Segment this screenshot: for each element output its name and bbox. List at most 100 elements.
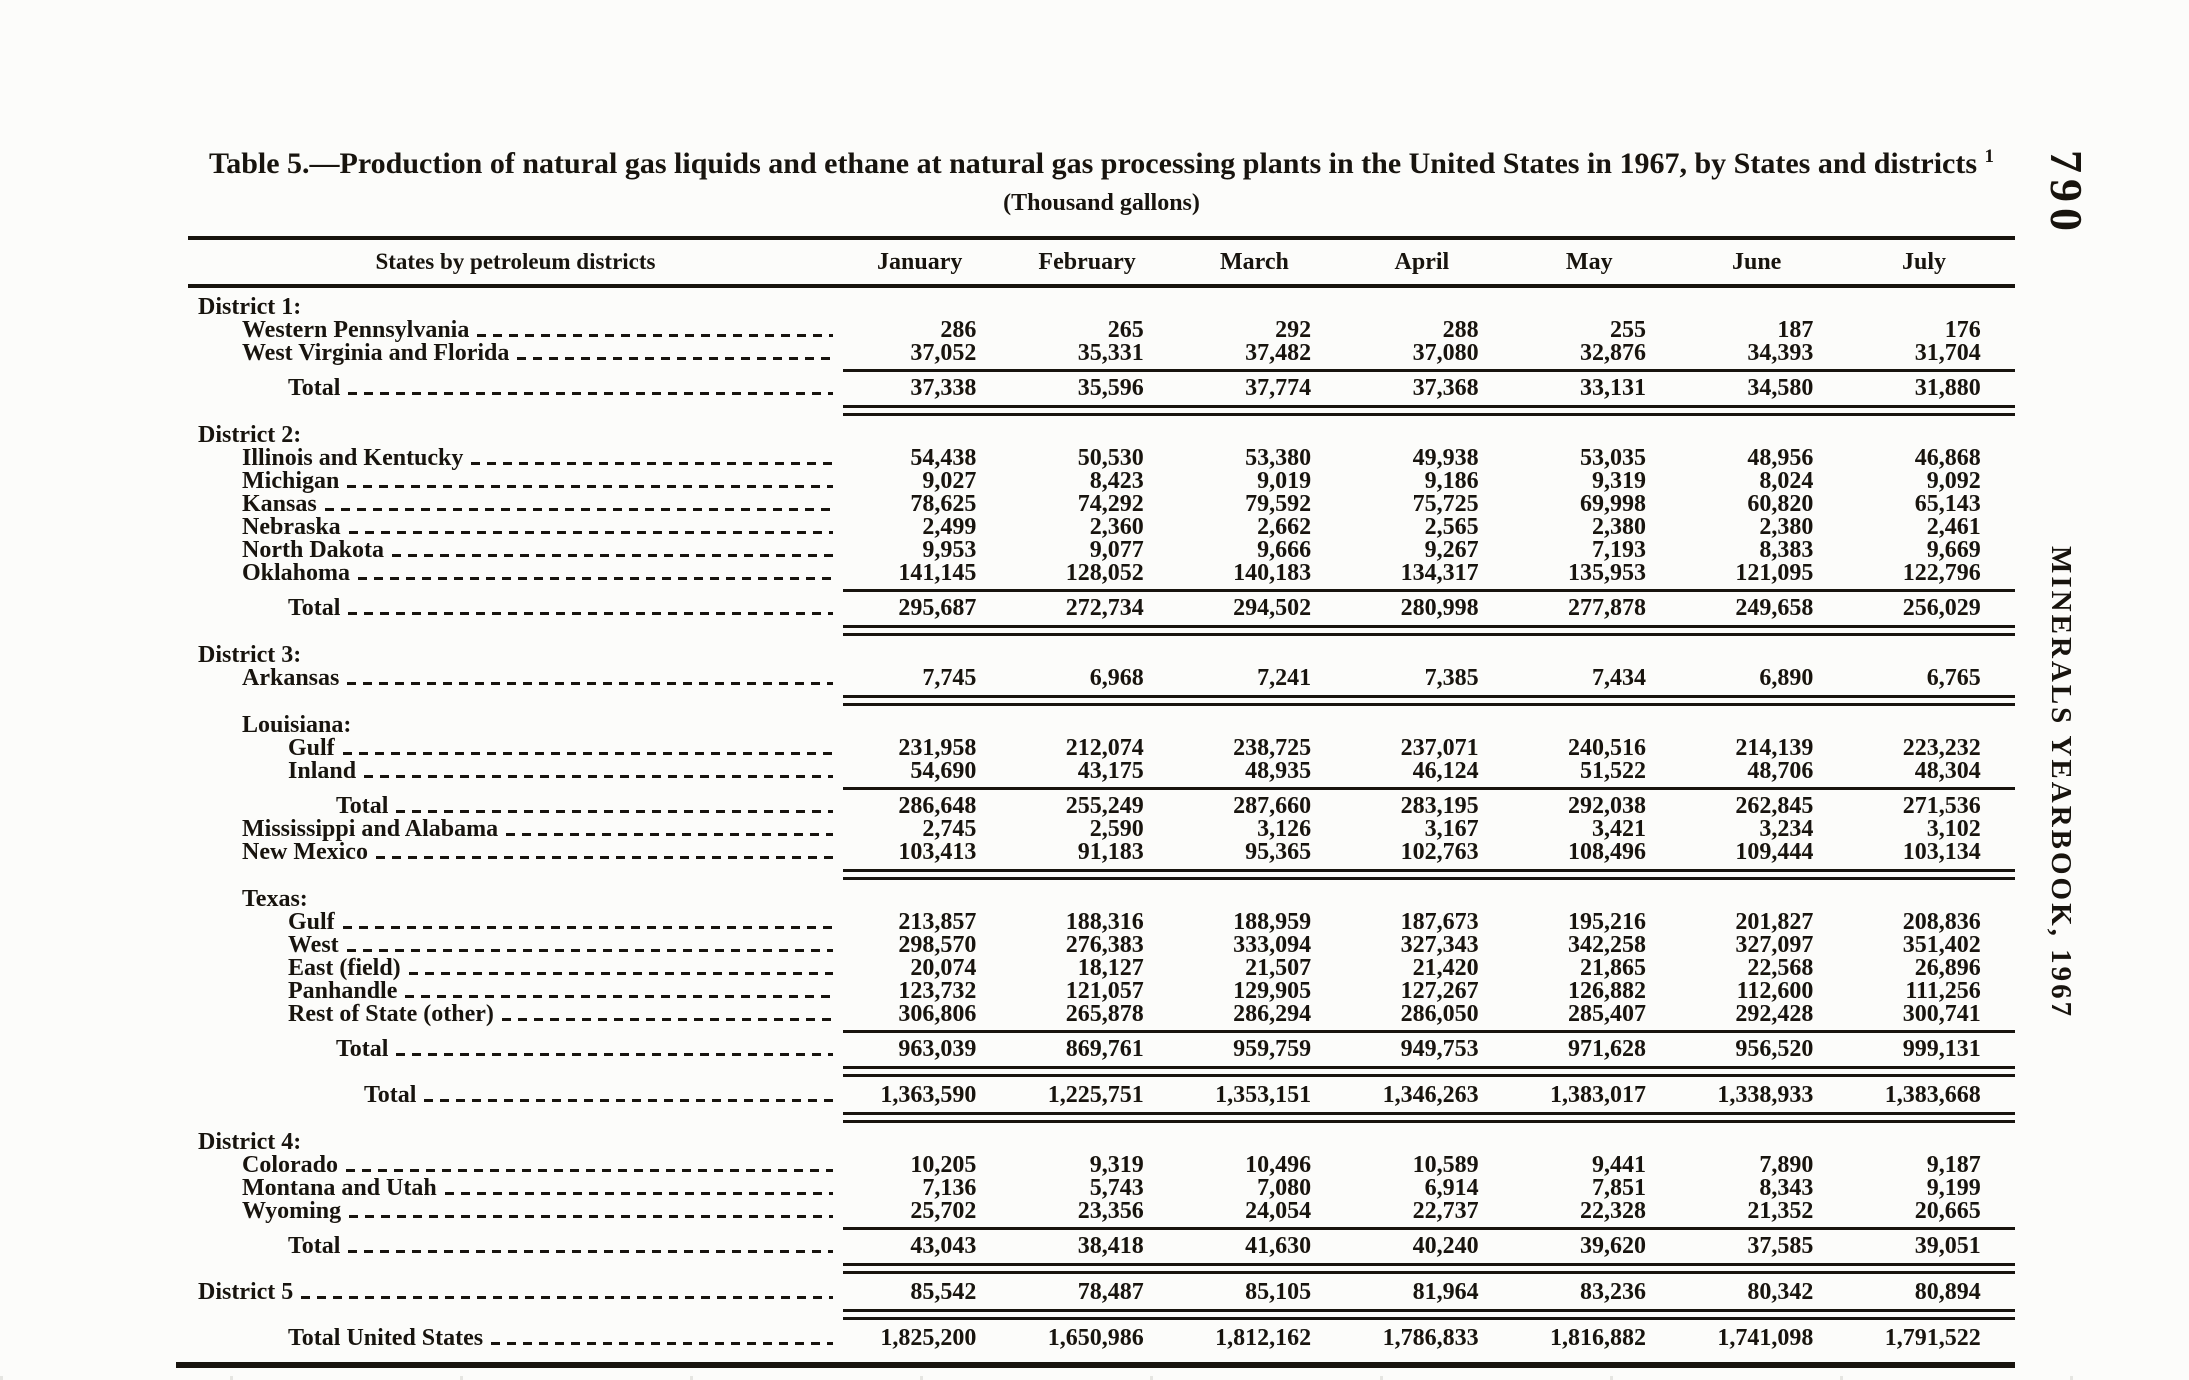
value-cell-may: 2,380 [1591,514,1646,540]
row-stub: Gulf [188,735,843,761]
value-cell-june: 48,706 [1747,758,1814,784]
value-cell-april: 75,725 [1412,491,1479,517]
column-header-july: July [1902,248,1947,275]
single-rule [843,1227,2015,1230]
row-label: Total [288,595,341,621]
table-row: District 5 85,542 78,487 85,105 81,964 83,236… [188,1279,2015,1305]
value-cell-march: 3,126 [1257,816,1312,842]
value-cell-may: 277,878 [1567,595,1646,621]
double-rule [843,1309,2015,1320]
table-row: Oklahoma 141,145 128,052 140,183 134,317 135,… [188,560,2015,586]
value-cell-april: 81,964 [1412,1279,1479,1305]
value-cell-june: 956,520 [1735,1036,1814,1062]
row-label: Colorado [242,1152,338,1178]
value-cell-january: 7,745 [922,665,977,691]
table-row: Western Pennsylvania 286 265 292 288 255 187 17… [188,317,2015,343]
value-cell-april: 40,240 [1412,1233,1479,1259]
value-cell-may: 9,441 [1591,1152,1646,1178]
value-cell-may: 195,216 [1567,909,1646,935]
row-label: Total [288,1233,341,1259]
row-stub: District 5 [188,1280,843,1304]
value-cell-june: 327,097 [1735,932,1814,958]
value-cell-february: 265 [1107,317,1144,343]
value-cell-january: 2,745 [922,816,977,842]
row-stub: West [188,933,843,957]
value-cell-january: 37,338 [910,375,977,401]
value-cell-may: 32,876 [1579,340,1646,366]
value-cell-may: 51,522 [1579,758,1646,784]
value-cell-january: 7,136 [922,1175,977,1201]
table-row: West Virginia and Florida 37,052 35,331 37,… [188,340,2015,366]
value-cell-march: 10,496 [1245,1152,1312,1178]
value-cell-april: 949,753 [1400,1036,1479,1062]
value-cell-april: 127,267 [1400,978,1479,1004]
column-header-january: January [877,248,963,275]
value-cell-january: 103,413 [898,839,977,865]
value-cell-january: 286 [940,317,977,343]
row-stub: Colorado [188,1152,843,1178]
scan-noise [0,1376,2189,1380]
value-cell-july: 351,402 [1902,932,1981,958]
row-stub: District 3: [188,643,843,667]
value-cell-february: 255,249 [1065,793,1144,819]
leader-dashes [405,995,833,998]
value-cell-march: 24,054 [1245,1198,1312,1224]
value-cell-march: 188,959 [1233,909,1312,935]
table-top-rule [188,236,2015,240]
value-cell-january: 9,953 [922,537,977,563]
value-cell-may: 135,953 [1567,560,1646,586]
value-cell-july: 122,796 [1902,560,1981,586]
value-cell-april: 49,938 [1412,445,1479,471]
table-body: District 1: Western Pennsylvania 286 265 292… [188,294,2015,1351]
table-row: Panhandle 123,732 121,057 129,905 127,267 126… [188,978,2015,1004]
value-cell-may: 292,038 [1567,793,1646,819]
value-cell-february: 23,356 [1077,1198,1144,1224]
value-cell-may: 255 [1609,317,1646,343]
row-label: Oklahoma [242,560,351,586]
value-cell-february: 272,734 [1065,595,1144,621]
value-cell-march: 79,592 [1245,491,1312,517]
value-cell-february: 276,383 [1065,932,1144,958]
value-cell-january: 286,648 [898,793,977,819]
row-label: District 1: [198,294,302,320]
row-stub: Arkansas [188,666,843,690]
value-cell-may: 7,851 [1591,1175,1646,1201]
value-cell-march: 129,905 [1233,978,1312,1004]
column-header-may: May [1565,248,1613,275]
double-rule [843,1263,2015,1274]
row-stub: Kansas [188,492,843,516]
value-cell-march: 292 [1275,317,1312,343]
value-cell-february: 1,650,986 [1047,1325,1144,1351]
value-cell-july: 1,791,522 [1884,1325,1981,1351]
leader-dashes [301,1296,833,1299]
row-stub: Mississippi and Alabama [188,817,843,841]
value-cell-april: 7,385 [1424,665,1479,691]
value-cell-march: 48,935 [1245,758,1312,784]
value-cell-january: 141,145 [898,560,977,586]
row-label: Western Pennsylvania [242,317,470,343]
value-cell-february: 121,057 [1065,978,1144,1004]
table-row: Montana and Utah 7,136 5,743 7,080 6,914 7,85… [188,1175,2015,1201]
row-label: Gulf [288,735,335,761]
row-label: Rest of State (other) [288,1001,494,1027]
value-cell-june: 214,139 [1735,735,1814,761]
row-stub: Inland [188,759,843,783]
row-stub: Panhandle [188,979,843,1003]
leader-dashes [471,462,833,465]
value-cell-february: 9,319 [1089,1152,1144,1178]
value-cell-june: 60,820 [1747,491,1814,517]
row-stub: Total United States [188,1326,843,1350]
row-label: Illinois and Kentucky [242,445,464,471]
table-title-block: Table 5.—Production of natural gas liqui… [188,146,2015,217]
value-cell-january: 1,825,200 [880,1325,977,1351]
value-cell-may: 9,319 [1591,468,1646,494]
value-cell-march: 286,294 [1233,1001,1312,1027]
row-label: Texas: [242,886,308,912]
value-cell-april: 187,673 [1400,909,1479,935]
value-cell-june: 21,352 [1747,1198,1814,1224]
row-stub: New Mexico [188,840,843,864]
value-cell-january: 9,027 [922,468,977,494]
value-cell-march: 53,380 [1245,445,1312,471]
value-cell-june: 121,095 [1735,560,1814,586]
value-cell-january: 295,687 [898,595,977,621]
